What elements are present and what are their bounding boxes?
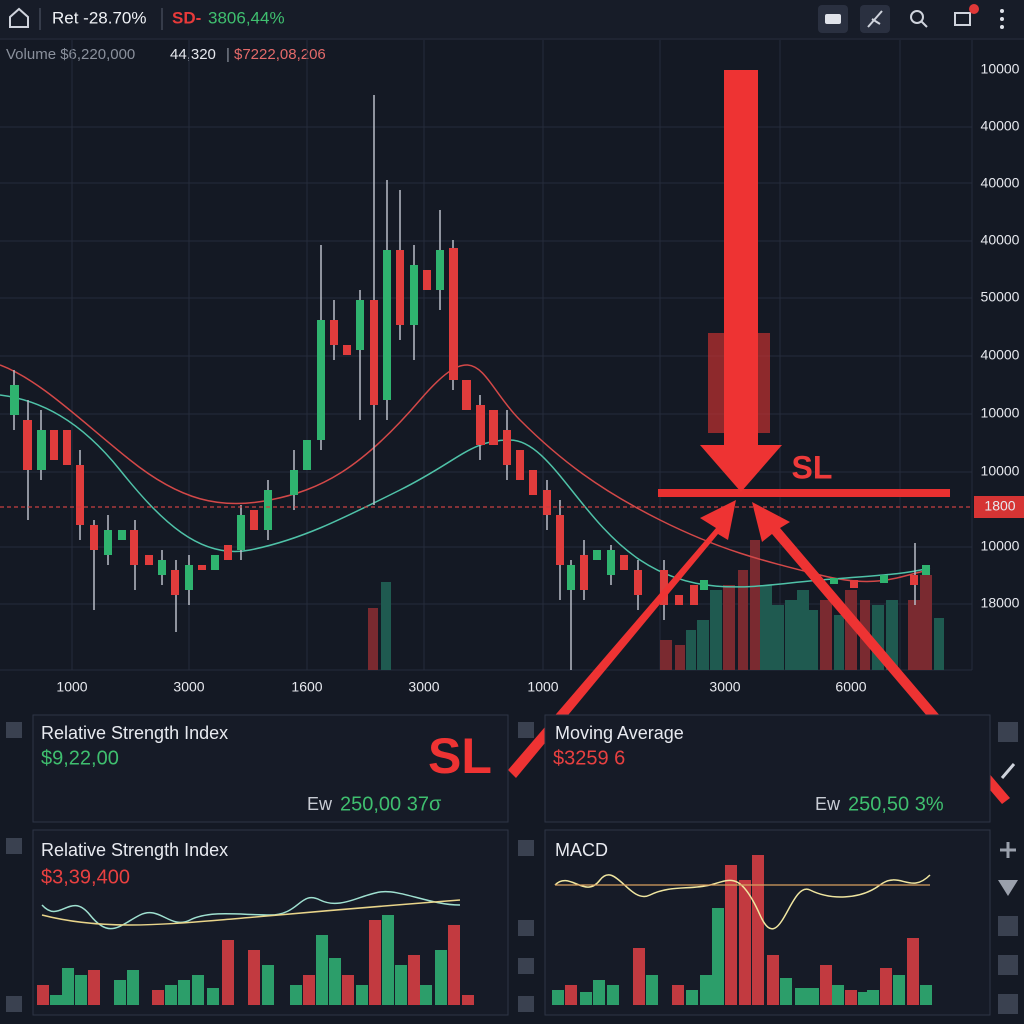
- draw-icon: [867, 10, 883, 28]
- ret-stat: Ret -28.70%: [52, 8, 147, 27]
- panel-value: $3259 6: [553, 747, 625, 769]
- alert-icon[interactable]: [954, 12, 971, 26]
- panel-footer-label: Ew: [815, 794, 841, 814]
- time-label: 3000: [709, 679, 740, 695]
- volume-label: Volume $6,220,000: [6, 46, 135, 63]
- side-icon[interactable]: [998, 955, 1018, 975]
- panel-title: MACD: [555, 840, 608, 860]
- menu-dot: [1000, 25, 1004, 29]
- top-bar: [0, 0, 1024, 38]
- rsi-signal: [41, 899, 461, 926]
- current-price: 1800: [984, 498, 1015, 514]
- time-label: 3000: [408, 679, 439, 695]
- collapse-icon[interactable]: [998, 880, 1018, 896]
- camera-icon: [825, 14, 841, 24]
- price-label: 50000: [981, 289, 1020, 305]
- side-icon[interactable]: [518, 920, 534, 936]
- down-arrow: [700, 70, 782, 492]
- notification-dot: [969, 4, 979, 14]
- time-label: 1000: [56, 679, 87, 695]
- home-icon[interactable]: [9, 7, 29, 28]
- time-label: 6000: [835, 679, 866, 695]
- sl-label: SL: [792, 449, 833, 485]
- indicator-panel[interactable]: [544, 714, 991, 823]
- side-icon[interactable]: [998, 994, 1018, 1014]
- price-label: 10000: [981, 463, 1020, 479]
- sd-value: 3806,44%: [208, 8, 285, 27]
- add-icon[interactable]: [1000, 842, 1016, 858]
- price-label: 40000: [981, 175, 1020, 191]
- side-icon[interactable]: [6, 722, 22, 738]
- price-label: 10000: [981, 61, 1020, 77]
- price-label: 40000: [981, 118, 1020, 134]
- volume-count: 44,320: [170, 46, 216, 63]
- side-icon[interactable]: [6, 996, 22, 1012]
- moving-average-red: [0, 364, 931, 583]
- histogram-green: [50, 908, 932, 1005]
- indicator-panel[interactable]: [32, 714, 509, 823]
- time-label: 1600: [291, 679, 322, 695]
- panel-title: Relative Strength Index: [41, 723, 228, 743]
- sl-level-bar: [658, 489, 950, 497]
- side-icon[interactable]: [518, 722, 534, 738]
- panel-footer-value: 250,00 37σ: [340, 793, 442, 815]
- menu-dot[interactable]: [1000, 9, 1004, 13]
- time-label: 3000: [173, 679, 204, 695]
- panel-footer-label: Ew: [307, 794, 333, 814]
- menu-dot: [1000, 17, 1004, 21]
- search-icon[interactable]: [910, 10, 924, 24]
- side-icon[interactable]: [6, 838, 22, 854]
- divider: |: [226, 46, 230, 63]
- volume-bars-green: [381, 582, 944, 670]
- panel-footer-value: 250,50 3%: [848, 793, 944, 815]
- search-handle: [920, 20, 928, 28]
- histogram-red: [37, 855, 919, 1005]
- side-icon[interactable]: [518, 840, 534, 856]
- price-label: 10000: [981, 538, 1020, 554]
- volume-price: $7222,08,206: [234, 46, 326, 63]
- panel-value: $9,22,00: [41, 747, 119, 769]
- sd-label: SD-: [172, 8, 201, 27]
- panel-title: Relative Strength Index: [41, 840, 228, 860]
- side-icon[interactable]: [518, 958, 534, 974]
- time-label: 1000: [527, 679, 558, 695]
- panel-value: $3,39,400: [41, 866, 130, 888]
- sl-label: SL: [428, 728, 492, 784]
- macd-line: [554, 874, 931, 930]
- panel-title: Moving Average: [555, 723, 684, 743]
- chart-grid: [0, 40, 973, 671]
- left-arrow: [508, 500, 736, 778]
- side-icon[interactable]: [998, 722, 1018, 742]
- price-label: 40000: [981, 232, 1020, 248]
- rsi-line: [41, 890, 461, 930]
- price-label: 40000: [981, 347, 1020, 363]
- moving-average-teal: [0, 394, 931, 588]
- price-label: 18000: [981, 595, 1020, 611]
- price-label: 10000: [981, 405, 1020, 421]
- side-icon[interactable]: [998, 916, 1018, 936]
- side-icon[interactable]: [518, 996, 534, 1012]
- price-tag: [974, 496, 1024, 518]
- edit-icon[interactable]: [1000, 763, 1016, 779]
